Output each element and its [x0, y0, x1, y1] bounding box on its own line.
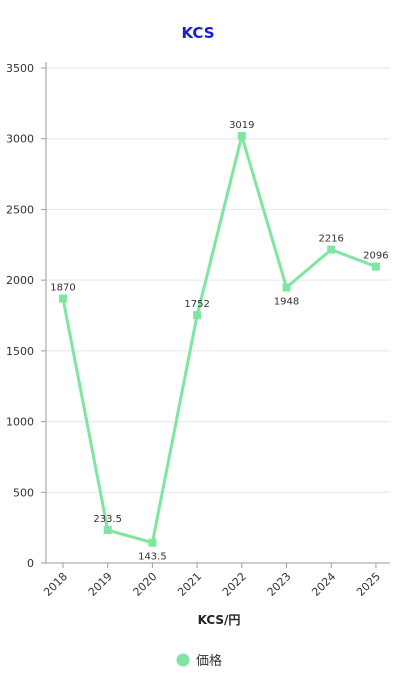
data-point[interactable] [59, 294, 67, 303]
data-label: 1752 [184, 299, 209, 310]
data-label: 1948 [274, 296, 299, 307]
x-tick-labels: 2018 2019 2020 2021 2022 2023 2024 2025 [41, 563, 383, 599]
y-tick-label: 1500 [6, 345, 34, 358]
data-label: 2216 [318, 234, 343, 245]
y-tick-label: 0 [27, 557, 34, 570]
axes [45, 62, 390, 564]
y-tick-label: 2000 [6, 274, 34, 287]
data-point[interactable] [193, 311, 202, 320]
data-point[interactable] [237, 132, 246, 141]
y-tick-label: 3500 [6, 62, 34, 75]
data-point[interactable] [282, 283, 291, 292]
data-label: 143.5 [138, 552, 167, 563]
x-axis-title: KCS/円 [198, 613, 241, 627]
series-line [61, 134, 377, 545]
x-tick-label: 2018 [41, 570, 70, 599]
data-labels: 1870 233.5 143.5 1752 3019 1948 2216 2096 [50, 120, 388, 563]
y-tick-label: 1000 [6, 416, 34, 429]
x-tick-label: 2025 [354, 570, 383, 599]
x-tick-label: 2022 [220, 570, 249, 599]
y-tick-labels: 0 500 1000 1500 2000 2500 3000 3500 [6, 62, 46, 570]
x-tick-label: 2021 [175, 570, 204, 599]
y-tick-label: 3000 [6, 133, 34, 146]
data-label: 3019 [229, 120, 254, 131]
data-point[interactable] [103, 525, 112, 534]
chart-title: KCS [181, 24, 214, 42]
legend[interactable]: 価格 [176, 653, 223, 669]
legend-marker-icon [176, 653, 190, 667]
x-tick-label: 2020 [131, 570, 160, 599]
y-tick-label: 500 [13, 486, 34, 499]
y-tick-label: 2500 [6, 203, 34, 216]
data-label: 1870 [50, 283, 75, 294]
x-tick-label: 2024 [309, 570, 338, 599]
x-tick-label: 2023 [265, 570, 294, 599]
data-label: 233.5 [93, 514, 122, 525]
data-point[interactable] [327, 245, 336, 254]
data-point[interactable] [371, 262, 380, 271]
legend-label: 価格 [196, 653, 222, 669]
x-tick-label: 2019 [86, 570, 115, 599]
grid [46, 67, 390, 493]
series [59, 132, 380, 547]
data-label: 2096 [363, 251, 388, 262]
data-point[interactable] [148, 538, 157, 547]
